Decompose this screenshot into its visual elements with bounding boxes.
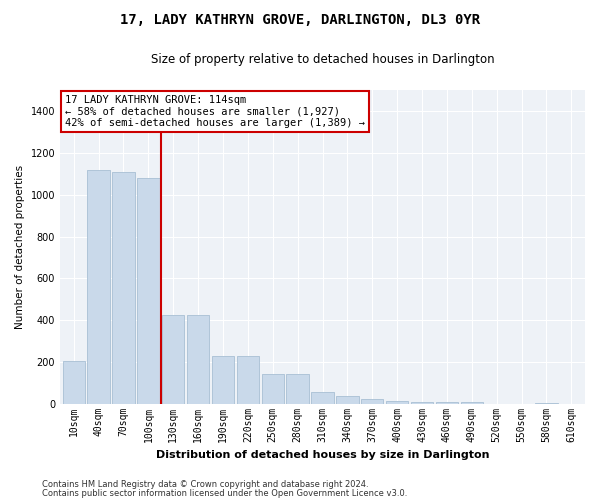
Bar bbox=[461, 402, 483, 404]
Bar bbox=[62, 361, 85, 404]
Bar bbox=[112, 172, 134, 404]
X-axis label: Distribution of detached houses by size in Darlington: Distribution of detached houses by size … bbox=[156, 450, 489, 460]
Title: Size of property relative to detached houses in Darlington: Size of property relative to detached ho… bbox=[151, 52, 494, 66]
Bar bbox=[187, 315, 209, 404]
Text: 17 LADY KATHRYN GROVE: 114sqm
← 58% of detached houses are smaller (1,927)
42% o: 17 LADY KATHRYN GROVE: 114sqm ← 58% of d… bbox=[65, 95, 365, 128]
Bar bbox=[236, 356, 259, 404]
Bar bbox=[535, 402, 557, 404]
Bar bbox=[361, 400, 383, 404]
Text: Contains HM Land Registry data © Crown copyright and database right 2024.: Contains HM Land Registry data © Crown c… bbox=[42, 480, 368, 489]
Bar bbox=[311, 392, 334, 404]
Bar bbox=[386, 400, 409, 404]
Bar bbox=[336, 396, 359, 404]
Bar bbox=[212, 356, 234, 404]
Bar bbox=[162, 315, 184, 404]
Text: 17, LADY KATHRYN GROVE, DARLINGTON, DL3 0YR: 17, LADY KATHRYN GROVE, DARLINGTON, DL3 … bbox=[120, 12, 480, 26]
Bar bbox=[137, 178, 160, 404]
Text: Contains public sector information licensed under the Open Government Licence v3: Contains public sector information licen… bbox=[42, 488, 407, 498]
Bar bbox=[286, 374, 309, 404]
Bar bbox=[262, 374, 284, 404]
Bar bbox=[436, 402, 458, 404]
Bar bbox=[411, 402, 433, 404]
Y-axis label: Number of detached properties: Number of detached properties bbox=[15, 165, 25, 329]
Bar bbox=[88, 170, 110, 404]
